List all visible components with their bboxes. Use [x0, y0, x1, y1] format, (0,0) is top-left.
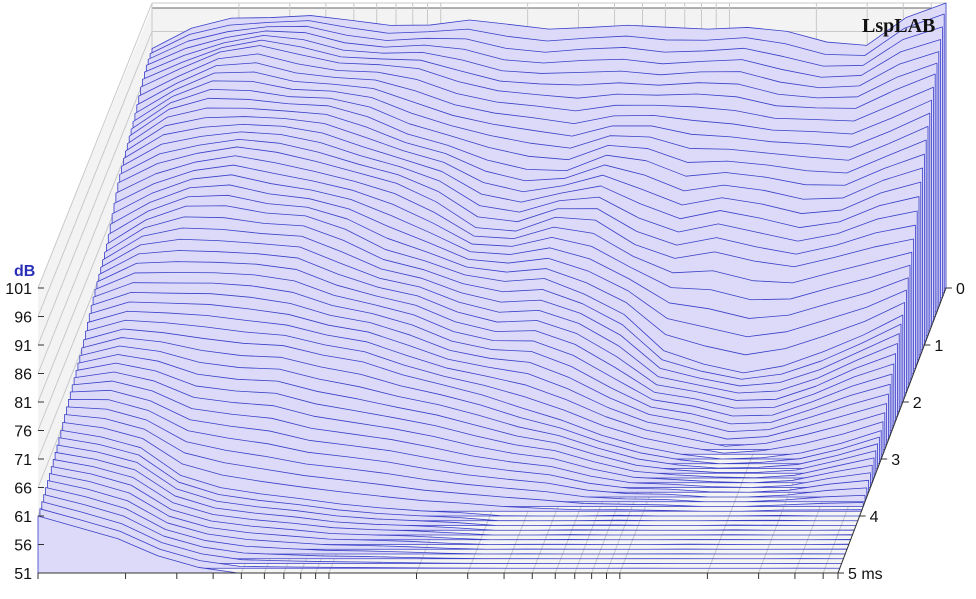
left-db-line: [37, 59, 153, 346]
left-db-line: [37, 31, 153, 317]
left-db-line: [37, 2, 153, 289]
time-tick-label: 5 ms: [848, 566, 883, 583]
y-tick-label: 96: [14, 310, 32, 327]
y-tick-label: 101: [5, 281, 32, 298]
time-tick-label: 0: [956, 281, 965, 298]
time-axis-line: [837, 287, 947, 574]
waterfall-slice: [62, 421, 862, 512]
brand-label: LspLAB: [862, 15, 935, 37]
y-tick-label: 81: [14, 395, 32, 412]
y-tick-label: 86: [14, 367, 32, 384]
y-tick-label: 91: [14, 338, 32, 355]
waterfall-slice: [60, 429, 860, 517]
time-tick-label: 3: [891, 452, 900, 469]
y-tick-label: 71: [14, 452, 32, 469]
chart-axes: 101 96 91 86 81 76 71 66 61 56 51 0 1 2 3 4 5 ms: [5, 281, 965, 583]
y-tick-label: 61: [14, 509, 32, 526]
y-tick-label: 56: [14, 538, 32, 555]
time-tick-label: 1: [934, 338, 943, 355]
y-tick-label: 76: [14, 424, 32, 441]
time-tick-label: 4: [870, 509, 879, 526]
y-tick-label: 66: [14, 481, 32, 498]
waterfall-slices: [37, 2, 947, 574]
time-tick-label: 2: [913, 395, 922, 412]
y-axis-title: dB: [14, 263, 35, 280]
y-tick-label: 51: [14, 566, 32, 583]
